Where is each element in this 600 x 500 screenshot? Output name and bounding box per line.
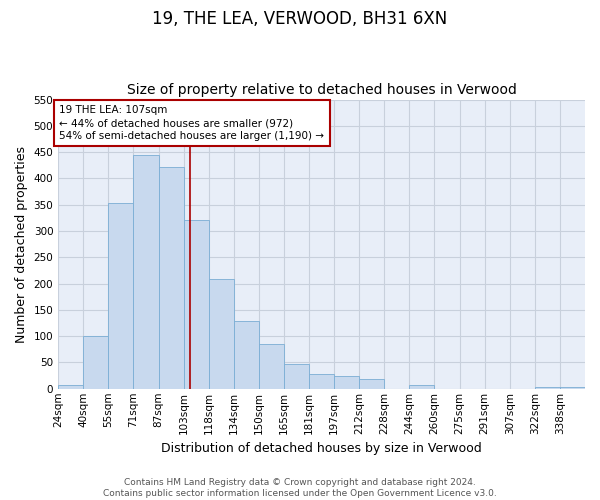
Bar <box>83 336 109 389</box>
Bar <box>184 220 209 389</box>
Bar <box>535 387 560 389</box>
Bar <box>560 387 585 389</box>
Title: Size of property relative to detached houses in Verwood: Size of property relative to detached ho… <box>127 83 517 97</box>
Bar <box>359 379 385 389</box>
Bar <box>133 156 158 389</box>
Bar <box>334 376 359 389</box>
Bar <box>409 384 434 389</box>
X-axis label: Distribution of detached houses by size in Verwood: Distribution of detached houses by size … <box>161 442 482 455</box>
Text: 19 THE LEA: 107sqm
← 44% of detached houses are smaller (972)
54% of semi-detach: 19 THE LEA: 107sqm ← 44% of detached hou… <box>59 105 325 141</box>
Bar <box>209 280 234 389</box>
Bar <box>158 168 184 389</box>
Bar <box>309 374 334 389</box>
Text: Contains HM Land Registry data © Crown copyright and database right 2024.
Contai: Contains HM Land Registry data © Crown c… <box>103 478 497 498</box>
Bar <box>58 385 83 389</box>
Bar <box>259 344 284 389</box>
Bar <box>284 364 309 389</box>
Bar <box>109 202 133 389</box>
Y-axis label: Number of detached properties: Number of detached properties <box>15 146 28 342</box>
Text: 19, THE LEA, VERWOOD, BH31 6XN: 19, THE LEA, VERWOOD, BH31 6XN <box>152 10 448 28</box>
Bar <box>234 322 259 389</box>
